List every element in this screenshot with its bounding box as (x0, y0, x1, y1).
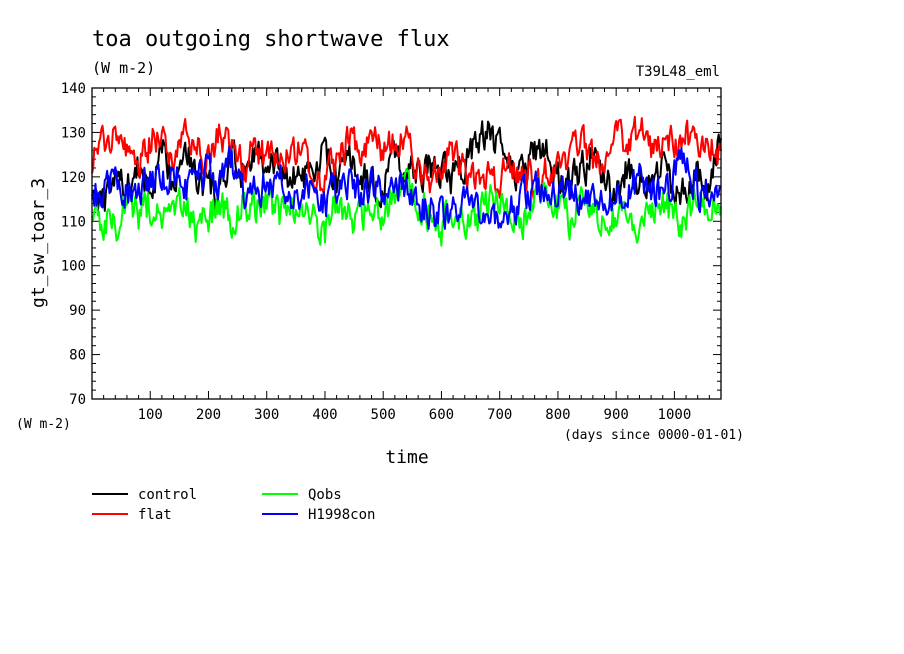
chart-title: toa outgoing shortwave flux (92, 27, 450, 52)
x-tick-label: 900 (604, 407, 629, 423)
x-axis-label: time (385, 447, 428, 468)
legend-label: control (138, 487, 197, 503)
experiment-label: T39L48_eml (636, 64, 720, 80)
x-tick-label: 700 (487, 407, 512, 423)
y-tick-label: 70 (69, 392, 86, 408)
legend: control flat Qobs H1998con (92, 487, 375, 523)
y-tick-label: 80 (69, 348, 86, 364)
legend-label: flat (138, 507, 172, 523)
plot-frame (91, 87, 722, 400)
x-tick-label: 800 (545, 407, 570, 423)
series-line-qobs (91, 167, 722, 247)
x-tick-label: 1000 (658, 407, 692, 423)
series-lines (91, 115, 722, 247)
x-tick-label: 400 (312, 407, 337, 423)
y-tick-label: 130 (61, 125, 86, 141)
tick-labels: 100 200 300 400 500 600 700 800 900 1000 70 80 90 100… (61, 81, 692, 423)
series-line-flat (91, 115, 722, 200)
x-tick-label: 300 (254, 407, 279, 423)
y-tick-label: 100 (61, 259, 86, 275)
legend-label: H1998con (308, 507, 375, 523)
x-tick-label: 500 (371, 407, 396, 423)
y-axis-label: gt_sw_toar_3 (28, 178, 49, 308)
y-tick-label: 120 (61, 170, 86, 186)
series-line-h1998con (91, 145, 722, 230)
x-axis-units: (days since 0000-01-01) (564, 428, 744, 443)
y-tick-label: 140 (61, 81, 86, 97)
y-axis-units: (W m-2) (16, 417, 71, 432)
legend-label: Qobs (308, 487, 342, 503)
x-tick-label: 100 (138, 407, 163, 423)
chart-units: (W m-2) (92, 59, 155, 77)
y-tick-label: 110 (61, 214, 86, 230)
y-tick-label: 90 (69, 303, 86, 319)
x-tick-label: 200 (196, 407, 221, 423)
x-tick-label: 600 (429, 407, 454, 423)
